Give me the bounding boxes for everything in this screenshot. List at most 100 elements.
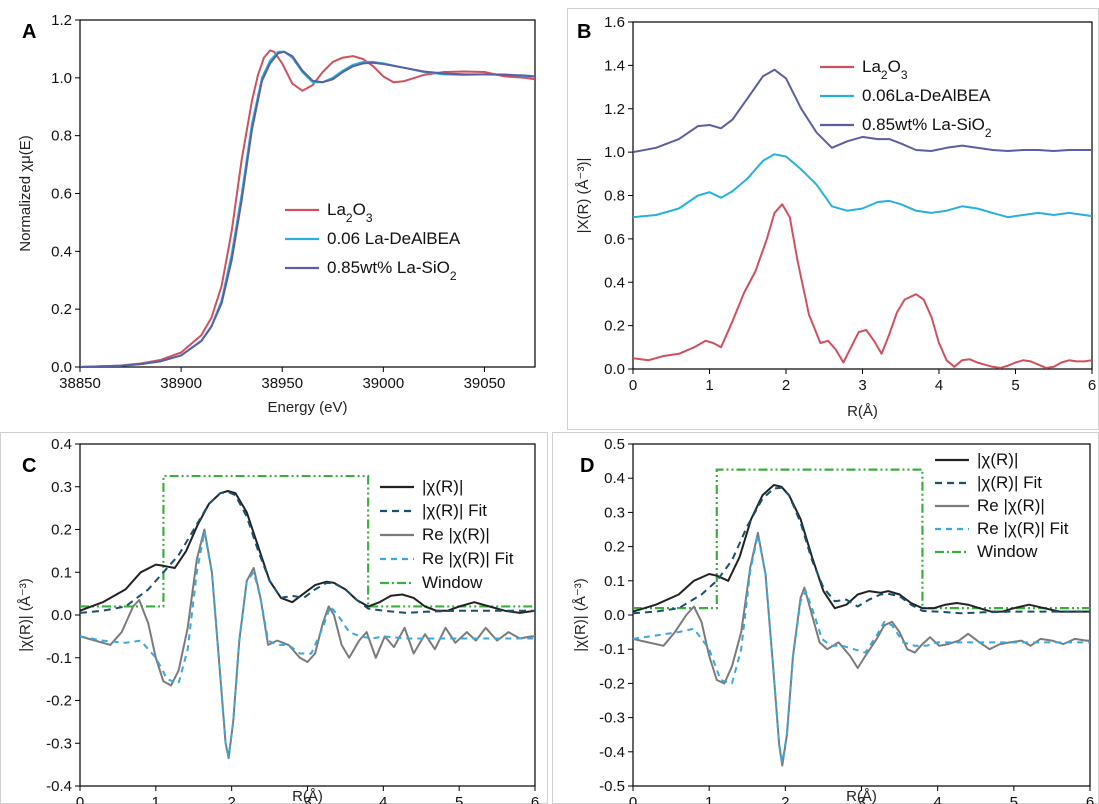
x-tick-label: 3 [303, 794, 311, 804]
legend-label: 0.06 La-DeAlBEA [327, 229, 461, 248]
x-tick-label: 1 [705, 794, 713, 804]
legend-label: Window [422, 573, 483, 592]
series-line-0-85wt-la-sio2 [633, 68, 1092, 154]
panel-c: 0 1 2 3 4 5 6 -0.4 -0.3 -0.2 -0.1 0.0 0.1 0.2 0.3 0.4 R(… [0, 432, 548, 804]
y-tick-label: 0.4 [51, 436, 72, 453]
panel-d: 0 1 2 3 4 5 6 -0.5 -0.4 -0.3 -0.2 -0.1 0.0 0.1 0.2 0.3 0… [552, 432, 1099, 804]
panel-b: 0 1 2 3 4 5 6 0.0 0.2 0.4 0.6 0.8 1.0 1.2 1.4 1.6 R(Å) |X… [567, 8, 1099, 430]
y-tick-label: 0.0 [51, 359, 72, 376]
y-tick-label: 1.0 [51, 70, 72, 87]
x-tick-label: 39050 [464, 375, 506, 392]
y-axis-title: |χ(R)| (Å⁻³) [572, 578, 589, 652]
legend-label: |χ(R)| [977, 450, 1018, 469]
x-axis-title: Energy (eV) [267, 399, 347, 416]
legend-label: Window [977, 542, 1038, 561]
legend: La2O3 0.06 La-DeAlBEA 0.85wt% La-SiO2 [285, 200, 461, 283]
x-tick-label: 1 [705, 377, 713, 394]
y-tick-label: 0.2 [604, 318, 625, 335]
panel-letter: C [22, 455, 36, 477]
y-tick-label: -0.5 [599, 778, 625, 795]
plot-frame [79, 443, 536, 787]
series-line-re-r-fit [80, 530, 535, 758]
window-line [80, 474, 535, 608]
y-tick-label: 1.6 [604, 14, 625, 31]
y-tick-label: 0.2 [51, 522, 72, 539]
legend-label: |χ(R)| [422, 477, 463, 496]
y-axis-title: |χ(R)| (Å⁻³) [17, 578, 34, 652]
x-tick-label: 3 [858, 377, 866, 394]
y-tick-label: 1.2 [604, 101, 625, 118]
y-tick-label: 0.6 [51, 186, 72, 203]
x-tick-label: 0 [629, 377, 637, 394]
x-axis-title: R(Å) [292, 788, 323, 804]
legend-label: 0.85wt% La-SiO2 [862, 115, 992, 140]
legend-label: Re |χ(R)| [977, 496, 1045, 515]
y-tick-label: 0.0 [604, 361, 625, 378]
plot-area [80, 49, 535, 367]
series-line-re-r [80, 528, 535, 760]
legend-label: |χ(R)| Fit [422, 501, 487, 520]
x-axis-title: R(Å) [847, 403, 878, 420]
panel-border [567, 8, 1099, 430]
y-tick-label: 0.0 [51, 607, 72, 624]
series-line-0-06la-dealbea [633, 153, 1092, 219]
series-line-r-fit [633, 486, 1090, 615]
x-tick-label: 38850 [59, 375, 101, 392]
x-tick-label: 5 [455, 794, 463, 804]
y-tick-label: -0.2 [46, 693, 72, 710]
series-line-re-r-fit [633, 533, 1090, 764]
series-line-r [80, 490, 535, 614]
series-line-re-r [633, 531, 1090, 767]
y-tick-label: -0.3 [599, 710, 625, 727]
x-tick-label: 38950 [261, 375, 303, 392]
y-tick-label: 0.2 [604, 539, 625, 556]
y-tick-label: 1.4 [604, 57, 625, 74]
plot-area [633, 68, 1092, 369]
y-tick-label: -0.2 [599, 675, 625, 692]
y-tick-label: -0.4 [46, 778, 72, 795]
y-tick-label: 0.4 [604, 274, 625, 291]
series-line-r-fit [80, 490, 535, 614]
x-tick-label: 6 [1086, 794, 1094, 804]
y-axis-title: Normalized χμ(E) [17, 135, 34, 252]
window-line [633, 468, 1090, 610]
x-tick-label: 4 [379, 794, 387, 804]
plot-area [633, 468, 1090, 767]
x-tick-label: 2 [227, 794, 235, 804]
x-tick-label: 38900 [160, 375, 202, 392]
y-tick-label: 0.8 [51, 128, 72, 145]
legend: |χ(R)| |χ(R)| Fit Re |χ(R)| Re |χ(R)| Fit Wi… [935, 450, 1069, 561]
series-line-r [633, 484, 1090, 613]
legend-label: Re |χ(R)| Fit [422, 549, 514, 568]
x-tick-label: 5 [1011, 377, 1019, 394]
legend: |χ(R)| |χ(R)| Fit Re |χ(R)| Re |χ(R)| Fit Wi… [380, 477, 514, 592]
y-axis-title: |X(R) (Å⁻³)| [575, 158, 592, 234]
y-tick-label: 0.0 [604, 607, 625, 624]
y-tick-label: 0.8 [604, 188, 625, 205]
x-tick-label: 3 [857, 794, 865, 804]
legend-label: La2O3 [327, 200, 373, 225]
x-tick-label: 39000 [362, 375, 404, 392]
panel-letter: B [577, 21, 591, 43]
series-line-0-85wt-la-sio2 [80, 50, 535, 367]
legend-label: Re |χ(R)| [422, 525, 490, 544]
panel-border [0, 432, 548, 804]
y-tick-label: 0.1 [604, 573, 625, 590]
panel-a: 38850 38900 38950 39000 39050 0.0 0.2 0.4 0.6 0.8… [17, 12, 536, 416]
y-tick-label: 0.4 [604, 470, 625, 487]
y-tick-label: 0.1 [51, 564, 72, 581]
legend: La2O3 0.06La-DeAlBEA 0.85wt% La-SiO2 [820, 57, 992, 140]
x-tick-label: 6 [1088, 377, 1096, 394]
legend-label: La2O3 [862, 57, 908, 82]
x-tick-label: 2 [781, 794, 789, 804]
plot-area [80, 474, 535, 760]
x-tick-label: 1 [152, 794, 160, 804]
panel-letter: A [22, 21, 36, 43]
y-tick-label: 0.3 [604, 504, 625, 521]
y-tick-label: 0.6 [604, 231, 625, 248]
x-axis-title: R(Å) [846, 788, 877, 804]
y-tick-label: -0.1 [599, 641, 625, 658]
y-tick-label: -0.3 [46, 735, 72, 752]
series-line-la2o3 [633, 203, 1092, 369]
